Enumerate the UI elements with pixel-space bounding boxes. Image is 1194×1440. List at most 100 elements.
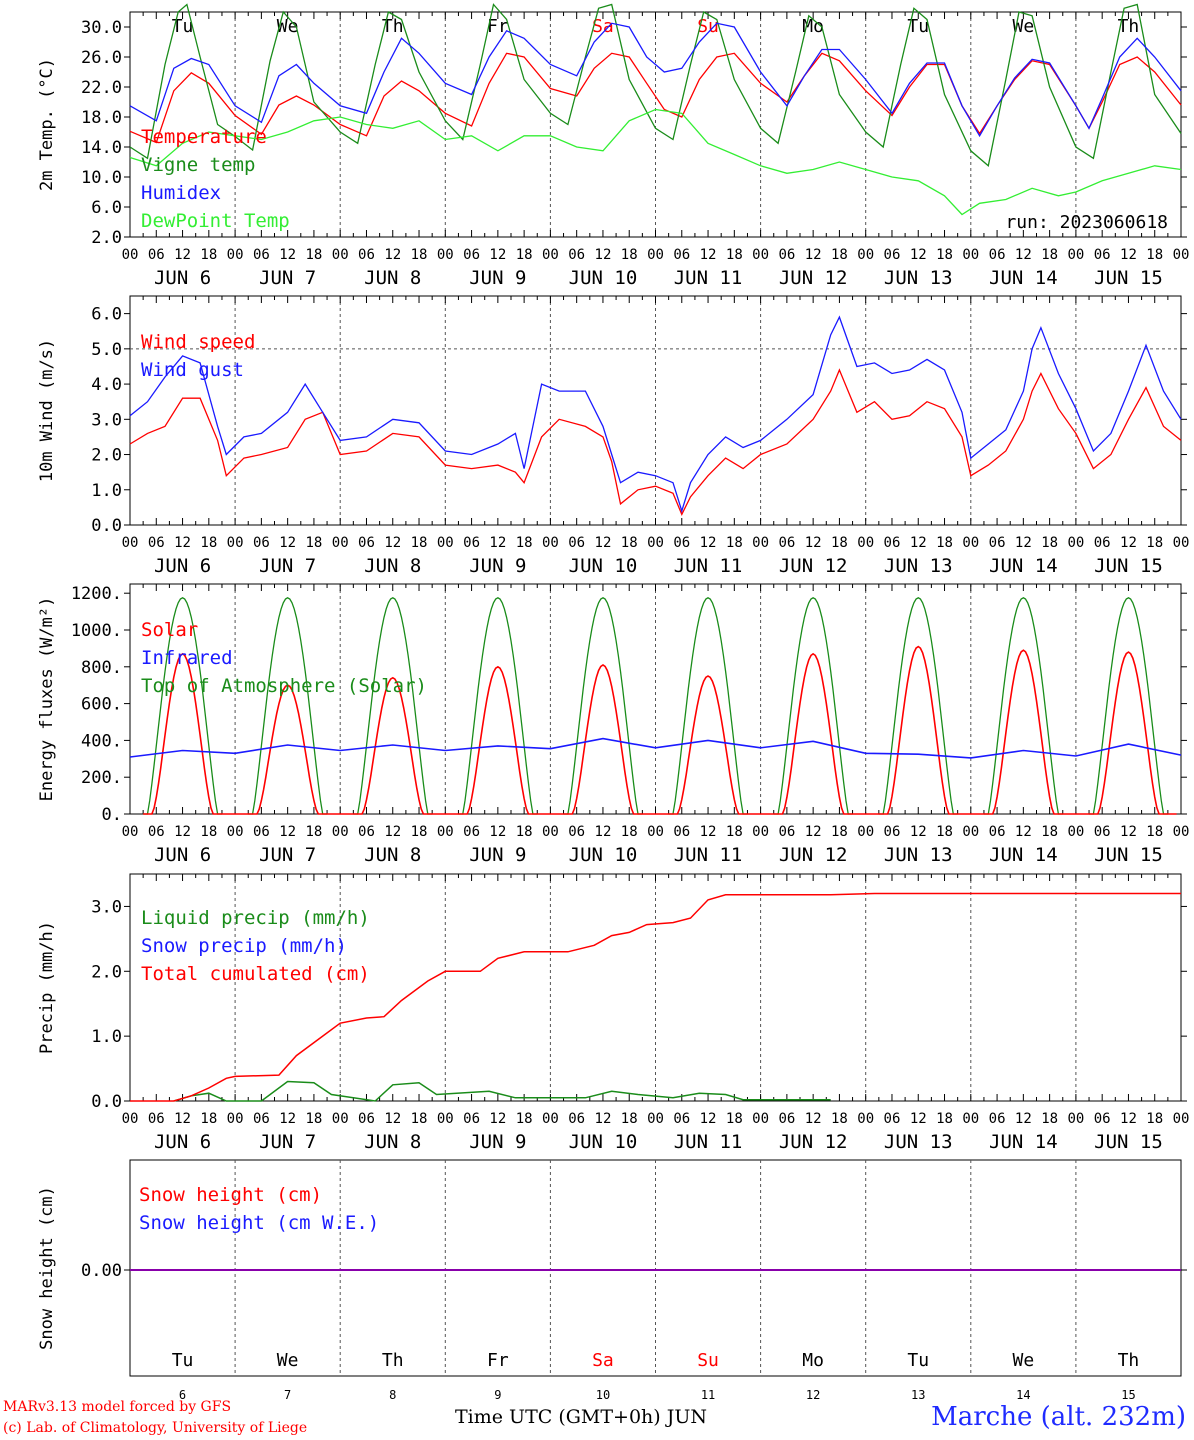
energy-ytick-label: 1000. <box>71 621 122 641</box>
wind-date-label: JUN 8 <box>364 555 421 577</box>
energy-legend-item: Solar <box>141 619 198 641</box>
precip-hour-label: 00 <box>122 1111 139 1127</box>
energy-legend-item: Top of Atmosphere (Solar) <box>141 675 427 697</box>
temperature-hour-label: 06 <box>884 247 901 263</box>
energy-hour-label: 00 <box>1067 824 1084 840</box>
energy-ytick-label: 800. <box>81 658 122 678</box>
wind-hour-label: 06 <box>568 535 585 551</box>
snow-day-label: Su <box>697 1350 719 1371</box>
energy-hour-label: 00 <box>542 824 559 840</box>
energy-hour-label: 00 <box>227 824 244 840</box>
temperature-ytick-label: 30.0 <box>81 18 122 38</box>
precip-hour-label: 18 <box>200 1111 217 1127</box>
temperature-hour-label: 00 <box>437 247 454 263</box>
precip-date-label: JUN 12 <box>779 1131 848 1153</box>
temperature-hour-label: 18 <box>936 247 953 263</box>
snow-day-label: Fr <box>487 1350 509 1371</box>
snow-legend-item: Snow height (cm) <box>139 1184 322 1206</box>
temperature-hour-label: 12 <box>1015 247 1032 263</box>
energy-date-label: JUN 8 <box>364 844 421 866</box>
series-total-cumulated-cm- <box>130 892 1181 1102</box>
precip-legend-item: Snow precip (mm/h) <box>141 935 347 957</box>
precip-date-label: JUN 6 <box>154 1131 211 1153</box>
temperature-legend-item: Humidex <box>141 182 221 204</box>
wind-hour-label: 00 <box>647 535 664 551</box>
temperature-hour-label: 12 <box>910 247 927 263</box>
wind-hour-label: 12 <box>489 535 506 551</box>
precip-date-label: JUN 14 <box>989 1131 1058 1153</box>
wind-ytick-label: 6.0 <box>91 305 122 325</box>
snow-day-label: Tu <box>172 1350 194 1371</box>
wind-ytick-label: 4.0 <box>91 375 122 395</box>
energy-date-label: JUN 10 <box>569 844 638 866</box>
temperature-hour-label: 00 <box>647 247 664 263</box>
day-label: We <box>277 16 299 37</box>
wind-hour-label: 06 <box>1094 535 1111 551</box>
temperature-hour-label: 12 <box>805 247 822 263</box>
wind-hour-label: 18 <box>621 535 638 551</box>
bottom-day-number: 10 <box>596 1388 610 1402</box>
wind-hour-label: 00 <box>1173 535 1190 551</box>
temperature-hour-label: 06 <box>463 247 480 263</box>
energy-ytick-label: 0. <box>102 805 122 825</box>
energy-hour-label: 18 <box>726 824 743 840</box>
series-infrared <box>129 737 1182 759</box>
temperature-hour-label: 12 <box>489 247 506 263</box>
temperature-ytick-label: 10.0 <box>81 168 122 188</box>
precip-hour-label: 18 <box>1146 1111 1163 1127</box>
temperature-date-label: JUN 15 <box>1094 267 1163 289</box>
temperature-hour-label: 12 <box>279 247 296 263</box>
energy-hour-label: 18 <box>936 824 953 840</box>
wind-hour-label: 00 <box>122 535 139 551</box>
energy-date-label: JUN 11 <box>674 844 743 866</box>
wind-hour-label: 18 <box>200 535 217 551</box>
day-label: Tu <box>907 16 929 37</box>
temperature-date-label: JUN 13 <box>884 267 953 289</box>
temperature-hour-label: 18 <box>726 247 743 263</box>
precip-hour-label: 18 <box>726 1111 743 1127</box>
snow-day-label: We <box>277 1350 299 1371</box>
precip-hour-label: 00 <box>227 1111 244 1127</box>
snow-day-label: Th <box>1118 1350 1140 1371</box>
temperature-hour-label: 06 <box>778 247 795 263</box>
wind-hour-label: 12 <box>1120 535 1137 551</box>
temperature-hour-label: 18 <box>200 247 217 263</box>
precip-hour-label: 18 <box>936 1111 953 1127</box>
wind-hour-label: 06 <box>148 535 165 551</box>
snow-legend-item: Snow height (cm W.E.) <box>139 1212 379 1234</box>
wind-ytick-label: 2.0 <box>91 446 122 466</box>
temperature-hour-label: 18 <box>1146 247 1163 263</box>
energy-hour-label: 06 <box>989 824 1006 840</box>
bottom-day-number: 14 <box>1016 1388 1030 1402</box>
energy-hour-label: 12 <box>805 824 822 840</box>
energy-ytick-label: 600. <box>81 695 122 715</box>
temperature-ytick-label: 22.0 <box>81 78 122 98</box>
day-label: Su <box>697 16 719 37</box>
snow-ylabel: Snow height (cm) <box>37 1186 57 1350</box>
energy-hour-label: 12 <box>174 824 191 840</box>
wind-hour-label: 00 <box>542 535 559 551</box>
temperature-hour-label: 00 <box>857 247 874 263</box>
temperature-ytick-label: 14.0 <box>81 138 122 158</box>
temperature-hour-label: 00 <box>1067 247 1084 263</box>
temperature-ylabel: 2m Temp. (°C) <box>37 58 57 191</box>
wind-ylabel: 10m Wind (m/s) <box>37 339 57 482</box>
temperature-hour-label: 18 <box>621 247 638 263</box>
temperature-hour-label: 00 <box>542 247 559 263</box>
temperature-hour-label: 18 <box>305 247 322 263</box>
wind-hour-label: 00 <box>752 535 769 551</box>
energy-date-label: JUN 6 <box>154 844 211 866</box>
snow-day-label: We <box>1013 1350 1035 1371</box>
wind-hour-label: 12 <box>1015 535 1032 551</box>
energy-hour-label: 18 <box>621 824 638 840</box>
precip-hour-label: 18 <box>516 1111 533 1127</box>
wind-hour-label: 12 <box>805 535 822 551</box>
energy-hour-label: 18 <box>831 824 848 840</box>
wind-date-label: JUN 12 <box>779 555 848 577</box>
energy-hour-label: 00 <box>332 824 349 840</box>
energy-hour-label: 06 <box>778 824 795 840</box>
bottom-day-number: 6 <box>179 1388 186 1402</box>
temperature-hour-label: 06 <box>673 247 690 263</box>
energy-date-label: JUN 9 <box>469 844 526 866</box>
temperature-hour-label: 06 <box>358 247 375 263</box>
